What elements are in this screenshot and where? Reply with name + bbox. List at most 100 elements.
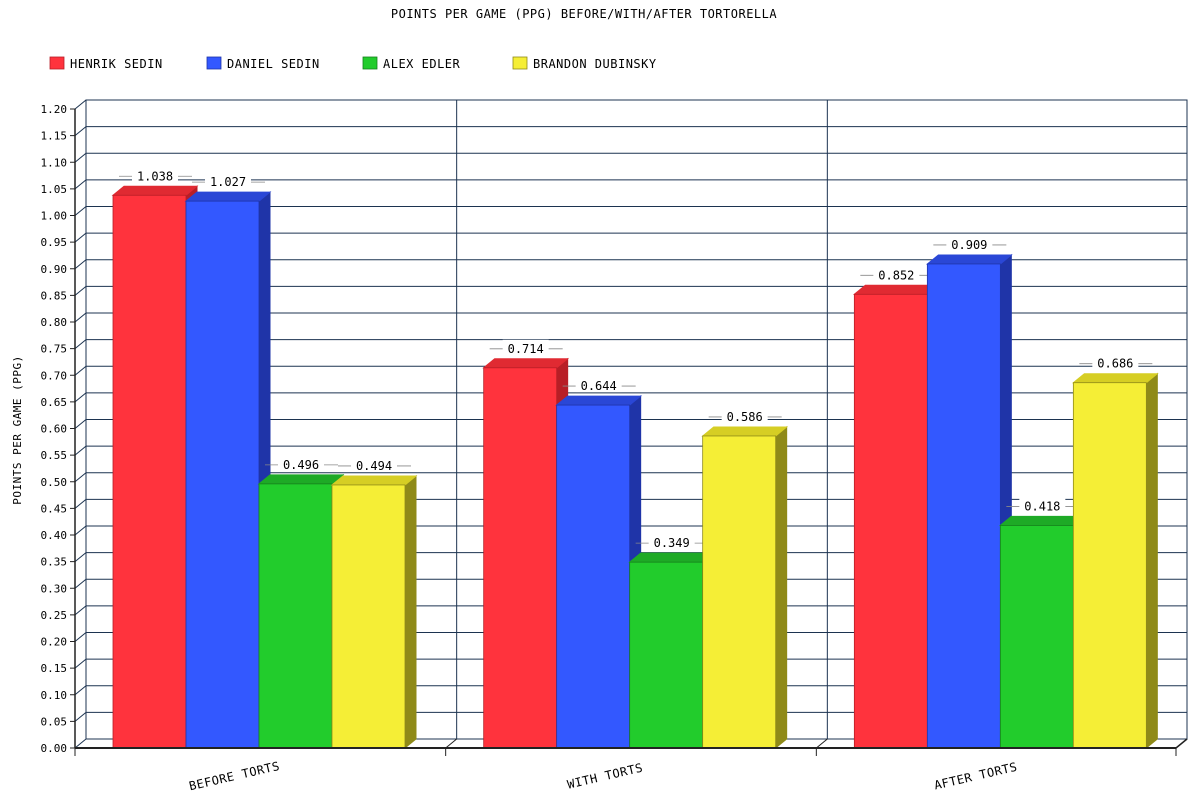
y-tick-label: 0.45 <box>41 502 68 515</box>
data-label-bg <box>205 173 251 189</box>
data-label: 0.349 <box>654 536 690 550</box>
y-tick-label: 0.30 <box>41 582 68 595</box>
data-label: 0.714 <box>508 342 544 356</box>
data-label: 0.418 <box>1024 499 1060 513</box>
y-axis: 0.00 0.05 0.10 0.15 0.20 0.25 0.30 0.35 0.40 0.45… <box>41 103 76 755</box>
bar-group: 0.496 <box>257 455 345 750</box>
data-label: 0.586 <box>727 410 763 424</box>
gridline-depth <box>74 259 87 270</box>
bar-top <box>701 426 789 437</box>
gridline-depth <box>74 312 87 323</box>
data-label-bg <box>946 235 993 251</box>
y-tick-label: 0.50 <box>41 476 68 489</box>
legend-item: BRANDON DUBINSKY <box>512 56 657 71</box>
bar-group: 0.586 <box>701 407 789 750</box>
bar-top <box>482 358 570 369</box>
bar-top <box>1071 373 1159 384</box>
gridline-depth <box>74 152 87 163</box>
data-label-bg <box>1019 497 1066 513</box>
bar-group: 0.909 <box>925 235 1013 750</box>
bar-group: 0.418 <box>998 497 1086 750</box>
y-tick-label: 0.35 <box>41 556 68 569</box>
y-tick-label: 0.40 <box>41 529 68 542</box>
gridline-depth <box>74 445 87 456</box>
bar-group: 0.852 <box>852 266 940 750</box>
y-tick-label: 1.00 <box>41 210 68 223</box>
gridline-depth <box>74 498 87 509</box>
bar <box>258 483 333 749</box>
data-label-bg <box>873 266 920 282</box>
bar-top <box>330 475 418 486</box>
bar <box>1072 382 1147 749</box>
data-label: 0.852 <box>878 268 914 282</box>
legend-label: BRANDON DUBINSKY <box>533 57 657 71</box>
y-tick-label: 0.00 <box>41 742 68 755</box>
data-label: 0.496 <box>283 458 319 472</box>
bar <box>853 293 928 749</box>
bar <box>702 435 777 749</box>
x-axis: BEFORE TORTS WITH TORTS AFTER TORTS <box>74 738 1188 793</box>
gridline-depth <box>74 552 87 563</box>
gridline-depth <box>74 632 87 642</box>
x-tick-depth <box>445 738 457 749</box>
y-tick-label: 1.10 <box>41 156 68 169</box>
y-tick-label: 0.80 <box>41 316 68 329</box>
bar-group: 0.494 <box>330 456 418 750</box>
bar-top <box>111 185 199 196</box>
data-label: 1.027 <box>210 175 246 189</box>
y-tick-label: 0.25 <box>41 609 68 622</box>
y-tick-label: 0.95 <box>41 236 68 249</box>
y-tick-label: 0.55 <box>41 449 68 462</box>
bar-side <box>775 425 788 750</box>
gridline-depth <box>74 658 87 669</box>
bar-side <box>404 474 417 750</box>
data-label: 0.909 <box>951 238 987 252</box>
legend-swatch <box>362 56 378 70</box>
bar <box>926 263 1001 749</box>
bar-group: 0.644 <box>555 377 643 750</box>
gridline-depth <box>74 232 87 243</box>
y-tick-label: 0.75 <box>41 343 68 356</box>
bar <box>999 525 1074 749</box>
bar <box>556 404 631 749</box>
y-tick-label: 0.70 <box>41 369 68 382</box>
y-axis-label: POINTS PER GAME (PPG) <box>11 355 24 505</box>
y-tick-label: 1.20 <box>41 103 68 116</box>
bar-side <box>1145 372 1158 750</box>
legend-item: DANIEL SEDIN <box>206 56 320 71</box>
bars: 1.038 0.714 0.852 1.027 0.644 0.909 0.496 0.349… <box>111 167 1159 750</box>
x-tick-depth <box>816 738 828 749</box>
data-label: 0.494 <box>356 459 392 473</box>
y-tick-label: 0.85 <box>41 289 68 302</box>
gridline-depth <box>74 738 87 749</box>
bar <box>629 561 704 749</box>
gridline-depth <box>74 339 87 350</box>
bar-top <box>852 284 940 295</box>
y-tick-label: 0.65 <box>41 396 68 409</box>
bar <box>112 194 187 749</box>
data-label-bg <box>502 339 549 355</box>
data-label-bg <box>648 534 695 550</box>
legend-swatch <box>49 56 65 70</box>
legend-label: DANIEL SEDIN <box>227 57 320 71</box>
data-label-bg <box>351 456 397 472</box>
gridline-depth <box>74 126 87 137</box>
y-tick-label: 0.20 <box>41 636 68 649</box>
gridline-depth <box>74 392 87 403</box>
gridline-depth <box>74 419 87 429</box>
data-label-bg <box>132 167 178 183</box>
gridline-depth <box>74 711 87 722</box>
chart-title: POINTS PER GAME (PPG) BEFORE/WITH/AFTER … <box>391 7 778 21</box>
legend-label: HENRIK SEDIN <box>70 57 163 71</box>
bar-group: 1.038 <box>111 167 199 750</box>
x-axis-corner <box>1175 738 1188 749</box>
gridline-depth <box>74 472 87 483</box>
y-tick-label: 0.10 <box>41 689 68 702</box>
y-tick-label: 0.05 <box>41 715 68 728</box>
legend: HENRIK SEDIN DANIEL SEDIN ALEX EDLER BRANDO… <box>49 56 657 71</box>
bar <box>331 484 406 749</box>
legend-item: ALEX EDLER <box>362 56 460 71</box>
data-label: 0.644 <box>581 379 617 393</box>
legend-swatch <box>206 56 222 70</box>
